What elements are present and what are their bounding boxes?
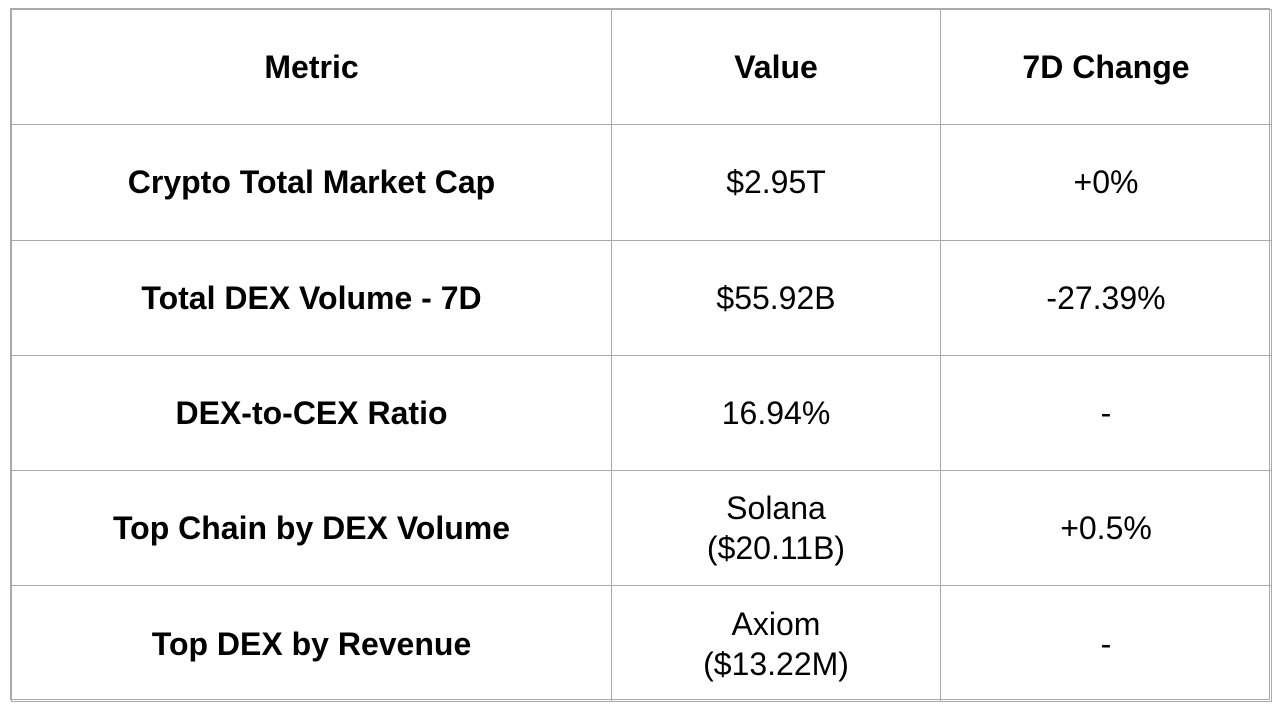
table-header: Metric Value 7D Change — [11, 8, 1272, 126]
metrics-table: Metric Value 7D Change Crypto Total Mark… — [11, 8, 1272, 702]
value-line: Solana — [726, 490, 826, 527]
metric-cell: Total DEX Volume - 7D — [11, 239, 612, 356]
header-metric: Metric — [11, 8, 612, 126]
table-row: Top Chain by DEX Volume Solana ($20.11B)… — [11, 470, 1272, 587]
value-cell: Solana ($20.11B) — [611, 470, 941, 587]
value-line: Axiom — [731, 605, 821, 642]
metric-cell: Crypto Total Market Cap — [11, 124, 612, 241]
table-row: DEX-to-CEX Ratio 16.94% - — [11, 354, 1272, 472]
value-cell: $55.92B — [611, 239, 941, 356]
value-cell: 16.94% — [611, 354, 941, 472]
metrics-table-container: Metric Value 7D Change Crypto Total Mark… — [10, 8, 1272, 702]
table-row: Top DEX by Revenue Axiom ($13.22M) - — [11, 585, 1272, 702]
change-cell: - — [940, 354, 1272, 472]
value-line: ($20.11B) — [706, 530, 846, 567]
table-body: Crypto Total Market Cap $2.95T +0% Total… — [11, 124, 1272, 702]
change-cell: -27.39% — [940, 239, 1272, 356]
change-cell: - — [940, 585, 1272, 702]
change-cell: +0% — [940, 124, 1272, 241]
header-7d-change: 7D Change — [940, 8, 1272, 126]
value-line: $2.95T — [726, 164, 826, 201]
change-cell: +0.5% — [940, 470, 1272, 587]
value-cell: $2.95T — [611, 124, 941, 241]
header-value: Value — [611, 8, 941, 126]
table-row: Crypto Total Market Cap $2.95T +0% — [11, 124, 1272, 241]
value-line: ($13.22M) — [703, 645, 849, 682]
value-line: $55.92B — [716, 279, 836, 316]
metric-cell: Top DEX by Revenue — [11, 585, 612, 702]
value-line: 16.94% — [721, 395, 831, 432]
header-row: Metric Value 7D Change — [11, 8, 1272, 126]
value-cell: Axiom ($13.22M) — [611, 585, 941, 702]
metric-cell: DEX-to-CEX Ratio — [11, 354, 612, 472]
metric-cell: Top Chain by DEX Volume — [11, 470, 612, 587]
table-row: Total DEX Volume - 7D $55.92B -27.39% — [11, 239, 1272, 356]
